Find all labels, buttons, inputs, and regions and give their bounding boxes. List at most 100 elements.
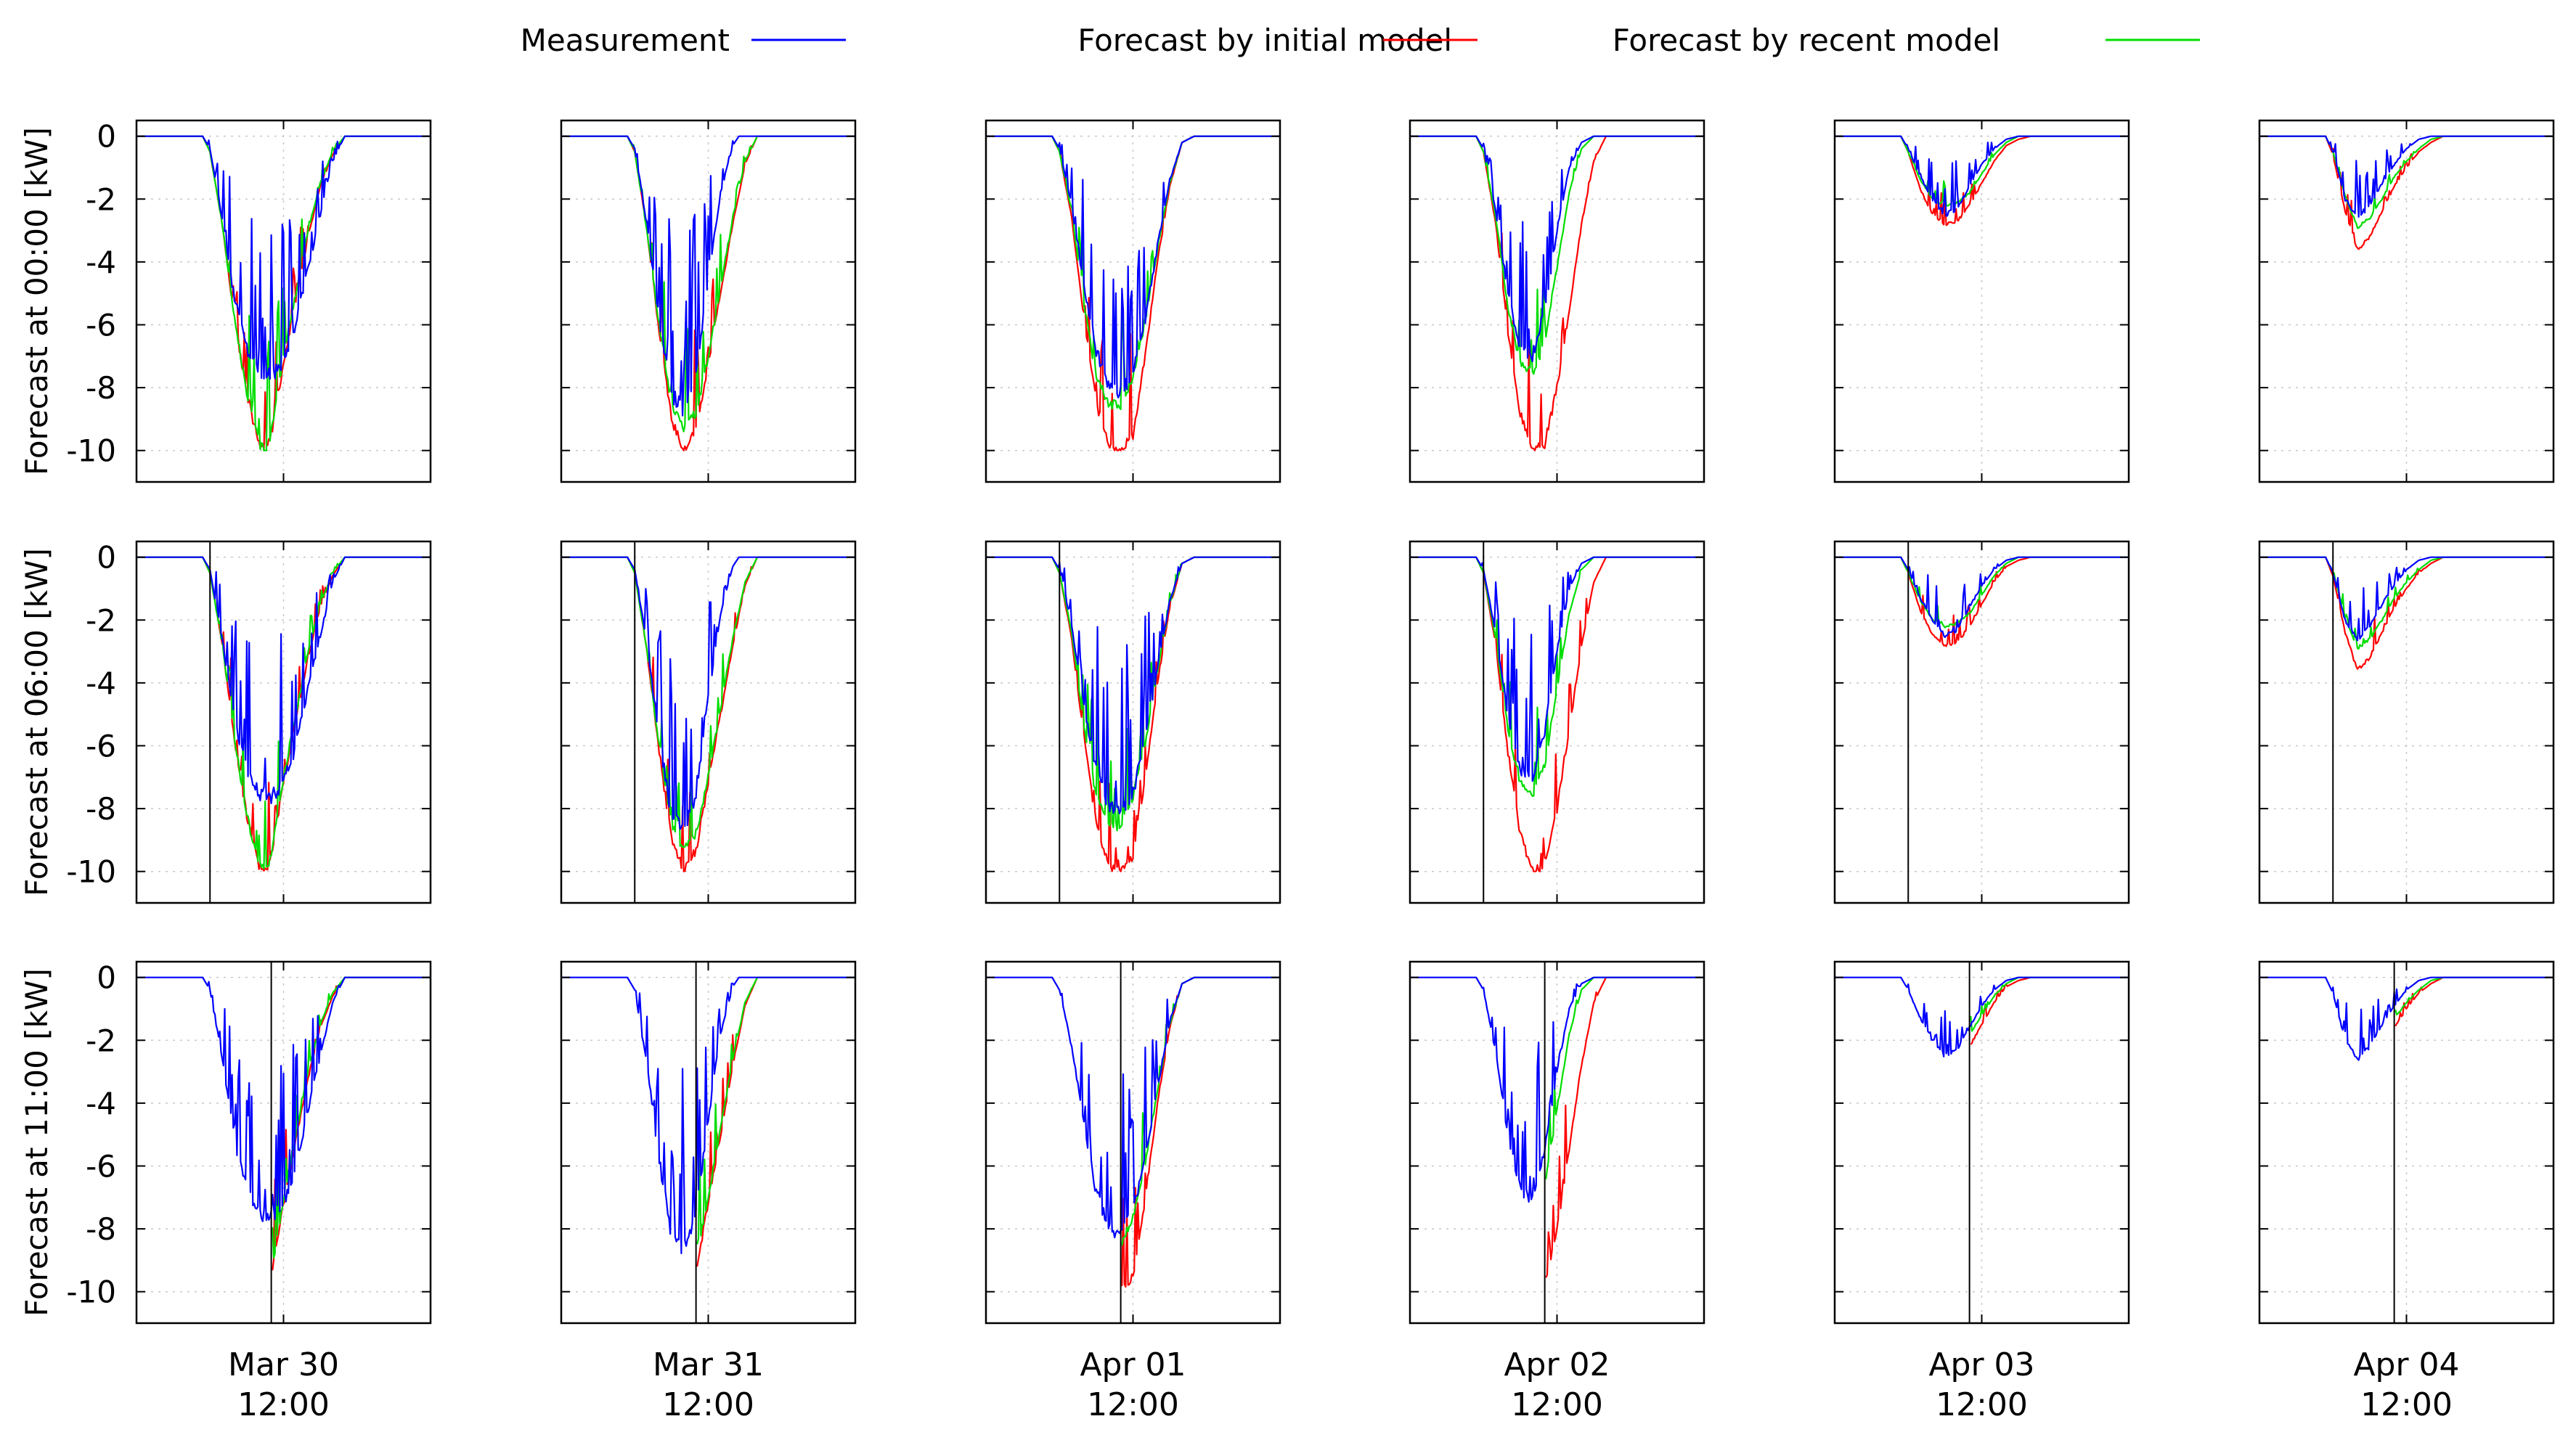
series-measurement-mar-30-r3 xyxy=(136,976,431,1222)
x-label-day-mar-30: Mar 30 xyxy=(228,1346,339,1383)
panel-frame xyxy=(560,540,857,904)
series-measurement-apr-03-r1 xyxy=(1835,135,2129,217)
series-recent-mar-31-r3 xyxy=(696,976,855,1245)
legend-label-measurement: Measurement xyxy=(521,22,730,58)
panel-r3-apr-03 xyxy=(1833,960,2130,1325)
panel-r1-apr-01 xyxy=(985,119,1281,483)
panel-frame xyxy=(1409,119,1705,483)
panel-r1-apr-04 xyxy=(2258,119,2555,483)
x-label-time-apr-01: 12:00 xyxy=(1087,1386,1179,1423)
panel-frame xyxy=(1833,540,2130,904)
series-measurement-apr-03-r3 xyxy=(1835,976,2129,1058)
series-recent-mar-30-r2 xyxy=(136,556,431,870)
x-label-day-apr-02: Apr 02 xyxy=(1504,1346,1610,1383)
panel-r1-apr-02 xyxy=(1409,119,1705,483)
y-tick-label: 0 xyxy=(97,540,116,576)
series-initial-apr-01-r1 xyxy=(986,135,1280,451)
panel-grid: 0 -2 -4 -6 -8 -10 0 -2 -4 -6 -8 -10 0 -2 -4 -6 -8 -10 xyxy=(66,119,2555,1325)
series-measurement-mar-30-r2 xyxy=(136,556,431,804)
series-recent-apr-03-r1 xyxy=(1835,135,2129,207)
series-measurement-mar-30-r1 xyxy=(136,135,431,380)
x-label-time-apr-04: 12:00 xyxy=(2360,1386,2453,1423)
x-label-time-apr-02: 12:00 xyxy=(1511,1386,1603,1423)
y-tick-label: -8 xyxy=(86,370,116,406)
x-label-time-mar-31: 12:00 xyxy=(662,1386,754,1423)
row-label-3: Forecast at 11:00 [kW] xyxy=(19,968,54,1317)
series-initial-apr-04-r3 xyxy=(2394,976,2553,1027)
y-tick-label: -10 xyxy=(66,1275,116,1310)
series-initial-mar-31-r1 xyxy=(561,135,855,451)
legend: Measurement Forecast by initial model Fore… xyxy=(521,22,2200,58)
series-initial-apr-02-r1 xyxy=(1410,135,1704,451)
panel-r2-apr-04 xyxy=(2258,540,2555,904)
series-measurement-apr-04-r2 xyxy=(2259,556,2553,642)
x-label-time-apr-03: 12:00 xyxy=(1936,1386,2028,1423)
series-initial-apr-04-r1 xyxy=(2259,135,2553,250)
panel-r1-mar-31 xyxy=(560,119,857,483)
legend-label-forecast-by-recent-model: Forecast by recent model xyxy=(1613,22,2000,58)
y-tick-label: -4 xyxy=(86,1086,116,1121)
panel-frame xyxy=(560,119,857,483)
panel-frame xyxy=(1409,540,1705,904)
y-tick-label: -6 xyxy=(86,1148,116,1184)
series-initial-apr-02-r2 xyxy=(1410,556,1704,872)
series-initial-apr-01-r2 xyxy=(986,556,1280,872)
panel-r3-mar-30: 0 -2 -4 -6 -8 -10 xyxy=(66,960,432,1325)
x-label-day-apr-03: Apr 03 xyxy=(1928,1346,2034,1383)
series-measurement-apr-02-r1 xyxy=(1410,135,1704,363)
panel-r2-apr-01 xyxy=(985,540,1281,904)
series-initial-apr-02-r3 xyxy=(1545,976,1704,1278)
y-tick-label: -10 xyxy=(66,433,116,469)
x-label-day-apr-01: Apr 01 xyxy=(1080,1346,1186,1383)
panel-r3-apr-02 xyxy=(1409,960,1705,1325)
series-measurement-apr-01-r2 xyxy=(986,556,1280,814)
y-tick-label: -8 xyxy=(86,1211,116,1247)
panel-r2-mar-31 xyxy=(560,540,857,904)
series-recent-mar-30-r3 xyxy=(272,976,431,1259)
series-measurement-apr-02-r2 xyxy=(1410,556,1704,782)
row-label-2: Forecast at 06:00 [kW] xyxy=(19,548,54,896)
y-tick-label: 0 xyxy=(97,960,116,996)
y-tick-label: -10 xyxy=(66,854,116,890)
panel-r3-mar-31 xyxy=(560,960,857,1325)
series-recent-apr-03-r2 xyxy=(1835,556,2129,629)
panel-frame xyxy=(560,960,857,1325)
series-measurement-apr-04-r1 xyxy=(2259,135,2553,218)
panel-r2-apr-02 xyxy=(1409,540,1705,904)
y-tick-label: -2 xyxy=(86,181,116,217)
series-initial-mar-30-r2 xyxy=(136,556,431,872)
series-measurement-apr-02-r3 xyxy=(1410,976,1704,1203)
series-measurement-apr-01-r3 xyxy=(986,976,1280,1239)
y-tick-label: 0 xyxy=(97,119,116,155)
panel-r2-mar-30: 0 -2 -4 -6 -8 -10 xyxy=(66,540,432,904)
panel-frame xyxy=(985,119,1281,483)
y-tick-label: -6 xyxy=(86,728,116,764)
panel-frame xyxy=(2258,540,2555,904)
y-tick-label: -4 xyxy=(86,245,116,280)
panel-r3-apr-01 xyxy=(985,960,1281,1325)
panel-frame xyxy=(135,540,432,904)
series-recent-apr-04-r3 xyxy=(2394,976,2553,1015)
series-measurement-apr-04-r3 xyxy=(2259,976,2553,1061)
panel-frame xyxy=(1409,960,1705,1325)
x-label-day-mar-31: Mar 31 xyxy=(653,1346,764,1383)
y-tick-label: -2 xyxy=(86,602,116,638)
y-tick-label: -2 xyxy=(86,1023,116,1058)
series-measurement-apr-01-r1 xyxy=(986,135,1280,398)
x-label-time-mar-30: 12:00 xyxy=(237,1386,330,1423)
panel-frame xyxy=(2258,960,2555,1325)
panel-r1-apr-03 xyxy=(1833,119,2130,483)
panel-frame xyxy=(2258,119,2555,483)
panel-frame xyxy=(1833,960,2130,1325)
series-measurement-mar-31-r2 xyxy=(561,556,855,830)
panel-r1-mar-30: 0 -2 -4 -6 -8 -10 xyxy=(66,119,432,483)
y-tick-label: -6 xyxy=(86,307,116,343)
panel-r2-apr-03 xyxy=(1833,540,2130,904)
y-tick-label: -8 xyxy=(86,791,116,827)
panel-r3-apr-04 xyxy=(2258,960,2555,1325)
row-label-1: Forecast at 00:00 [kW] xyxy=(19,127,54,475)
series-measurement-apr-03-r2 xyxy=(1835,556,2129,639)
y-tick-label: -4 xyxy=(86,666,116,701)
